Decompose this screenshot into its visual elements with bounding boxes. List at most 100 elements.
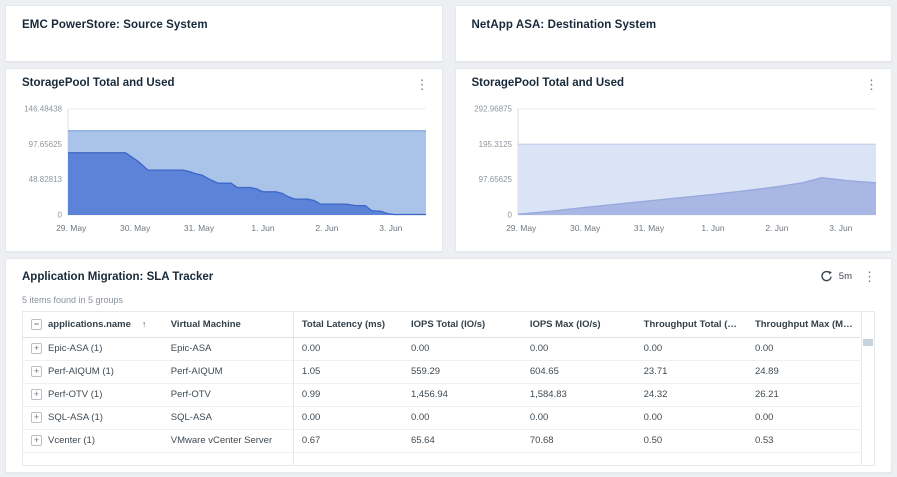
table-cell: 0.99	[293, 383, 403, 406]
source-storagepool-chart[interactable]: 048.8281397.65625146.4843829. May30. May…	[6, 99, 434, 247]
table-row: + Perf-OTV (1) Perf-OTV0.991,456.941,584.8…	[23, 383, 860, 406]
y-axis-tick-label: 97.65625	[29, 140, 63, 149]
empty-cell	[293, 452, 860, 466]
table-cell: 0.00	[636, 406, 747, 429]
table-cell: 0.00	[747, 337, 860, 360]
x-axis-tick-label: 30. May	[570, 223, 601, 233]
table-cell: 0.50	[636, 429, 747, 452]
table-cell: 0.00	[522, 337, 636, 360]
column-header-total-latency-ms-[interactable]: Total Latency (ms)	[293, 312, 403, 337]
column-header-applications-name[interactable]: −applications.name ↑	[23, 312, 163, 337]
x-axis-tick-label: 30. May	[120, 223, 151, 233]
sla-tracker-card: Application Migration: SLA Tracker 5m ⋮ …	[5, 258, 892, 473]
y-axis-tick-label: 0	[507, 211, 512, 220]
table-cell: 0.00	[522, 406, 636, 429]
expand-row-icon[interactable]: +	[31, 412, 42, 423]
charts-row: StoragePool Total and Used ⋮ 0 48.82813 97…	[5, 68, 892, 252]
expand-row-icon[interactable]: +	[31, 435, 42, 446]
group-name-label: Epic-ASA (1)	[48, 343, 102, 354]
x-axis-tick-label: 3. Jun	[379, 223, 402, 233]
column-header-throughput-max-mib-s-[interactable]: Throughput Max (MiB/s)	[747, 312, 860, 337]
table-cell: 65.64	[403, 429, 522, 452]
group-name-cell: + SQL-ASA (1)	[23, 406, 163, 429]
table-row: +Epic-ASA (1)Epic-ASA0.000.000.000.000.0…	[23, 337, 860, 360]
dashboard-page: EMC PowerStore: Source System NetApp ASA…	[0, 0, 897, 477]
y-axis-tick-label: 48.82813	[29, 175, 63, 184]
sla-table-body: +Epic-ASA (1)Epic-ASA0.000.000.000.000.0…	[23, 337, 860, 466]
table-scrollbar[interactable]	[861, 312, 874, 465]
table-cell: Perf-AIQUM	[163, 360, 294, 383]
kebab-menu-icon[interactable]: ⋮	[411, 77, 434, 92]
sla-table: −applications.name ↑ Virtual MachineTotal …	[23, 312, 860, 466]
table-cell: 0.67	[293, 429, 403, 452]
chart-title: StoragePool Total and Used	[22, 77, 175, 89]
x-axis-tick-label: 1. Jun	[251, 223, 274, 233]
table-cell: 1,584.83	[522, 383, 636, 406]
table-cell: 0.00	[293, 406, 403, 429]
results-summary: 5 items found in 5 groups	[22, 295, 123, 305]
x-axis-tick-label: 31. May	[633, 223, 664, 233]
expand-row-icon[interactable]: +	[31, 389, 42, 400]
destination-storagepool-chart-card: StoragePool Total and Used ⋮ 097.6562519…	[455, 68, 893, 252]
table-cell: 0.00	[293, 337, 403, 360]
table-cell: 1,456.94	[403, 383, 522, 406]
source-system-card: EMC PowerStore: Source System	[5, 5, 443, 62]
chart-canvas[interactable]: 097.65625195.3125292.9687529. May30. May…	[456, 99, 884, 247]
table-cell: 0.53	[747, 429, 860, 452]
column-header-virtual-machine[interactable]: Virtual Machine	[163, 312, 294, 337]
group-name-label: Perf-OTV (1)	[48, 389, 102, 400]
column-header-iops-total-io-s-[interactable]: IOPS Total (IO/s)	[403, 312, 522, 337]
expand-row-icon[interactable]: +	[31, 366, 42, 377]
sla-table-head: −applications.name ↑ Virtual MachineTotal …	[23, 312, 860, 337]
empty-cell	[23, 452, 293, 466]
y-axis-tick-label: 97.65625	[478, 175, 512, 184]
table-cell: 0.00	[636, 337, 747, 360]
table-row: +Perf-AIQUM (1)Perf-AIQUM1.05559.29604.6…	[23, 360, 860, 383]
group-name-label: Vcenter (1)	[48, 435, 95, 446]
sla-tracker-title: Application Migration: SLA Tracker	[22, 271, 213, 283]
group-name-label: SQL-ASA (1)	[48, 412, 103, 423]
refresh-interval-label: 5m	[839, 271, 852, 282]
group-name-cell: + Epic-ASA (1)	[23, 337, 163, 360]
table-cell: 0.00	[403, 337, 522, 360]
chart-header: StoragePool Total and Used ⋮	[22, 77, 434, 92]
kebab-menu-icon[interactable]: ⋮	[858, 269, 881, 284]
x-axis-tick-label: 31. May	[184, 223, 215, 233]
chart-title: StoragePool Total and Used	[472, 77, 625, 89]
destination-system-card: NetApp ASA: Destination System	[455, 5, 893, 62]
refresh-icon[interactable]	[820, 270, 833, 283]
expand-row-icon[interactable]: +	[31, 343, 42, 354]
y-axis-tick-label: 292.96875	[474, 105, 512, 114]
table-scrollbar-thumb[interactable]	[863, 339, 873, 346]
column-header-throughput-total-mib-s-[interactable]: Throughput Total (MiB/s)	[636, 312, 747, 337]
empty-row	[23, 452, 860, 466]
table-cell: 23.71	[636, 360, 747, 383]
table-cell: 0.00	[403, 406, 522, 429]
column-header-iops-max-io-s-[interactable]: IOPS Max (IO/s)	[522, 312, 636, 337]
table-cell: 0.00	[747, 406, 860, 429]
sort-ascending-icon[interactable]: ↑	[142, 319, 147, 329]
destination-storagepool-chart[interactable]: 097.65625195.3125292.9687529. May30. May…	[456, 99, 884, 247]
group-name-cell: +Perf-AIQUM (1)	[23, 360, 163, 383]
x-axis-tick-label: 29. May	[506, 223, 537, 233]
table-cell: Perf-OTV	[163, 383, 294, 406]
group-name-cell: + Vcenter (1)	[23, 429, 163, 452]
source-system-title: EMC PowerStore: Source System	[22, 19, 426, 31]
table-cell: 24.32	[636, 383, 747, 406]
collapse-all-icon[interactable]: −	[31, 319, 42, 330]
table-row: +SQL-ASA (1)SQL-ASA0.000.000.000.000.00	[23, 406, 860, 429]
column-header-label: applications.name	[48, 319, 131, 330]
chart-canvas[interactable]: 048.8281397.65625146.4843829. May30. May…	[6, 99, 434, 247]
system-title-row: EMC PowerStore: Source System NetApp ASA…	[5, 5, 892, 62]
kebab-menu-icon[interactable]: ⋮	[860, 77, 883, 92]
table-cell: 24.89	[747, 360, 860, 383]
source-storagepool-chart-card: StoragePool Total and Used ⋮ 048.8281397…	[5, 68, 443, 252]
table-cell: 26.21	[747, 383, 860, 406]
x-axis-tick-label: 3. Jun	[829, 223, 852, 233]
chart-header: StoragePool Total and Used ⋮	[472, 77, 884, 92]
destination-system-title: NetApp ASA: Destination System	[472, 19, 876, 31]
x-axis-tick-label: 2. Jun	[315, 223, 338, 233]
table-cell: VMware vCenter Server	[163, 429, 294, 452]
table-cell: 1.05	[293, 360, 403, 383]
x-axis-tick-label: 29. May	[56, 223, 87, 233]
